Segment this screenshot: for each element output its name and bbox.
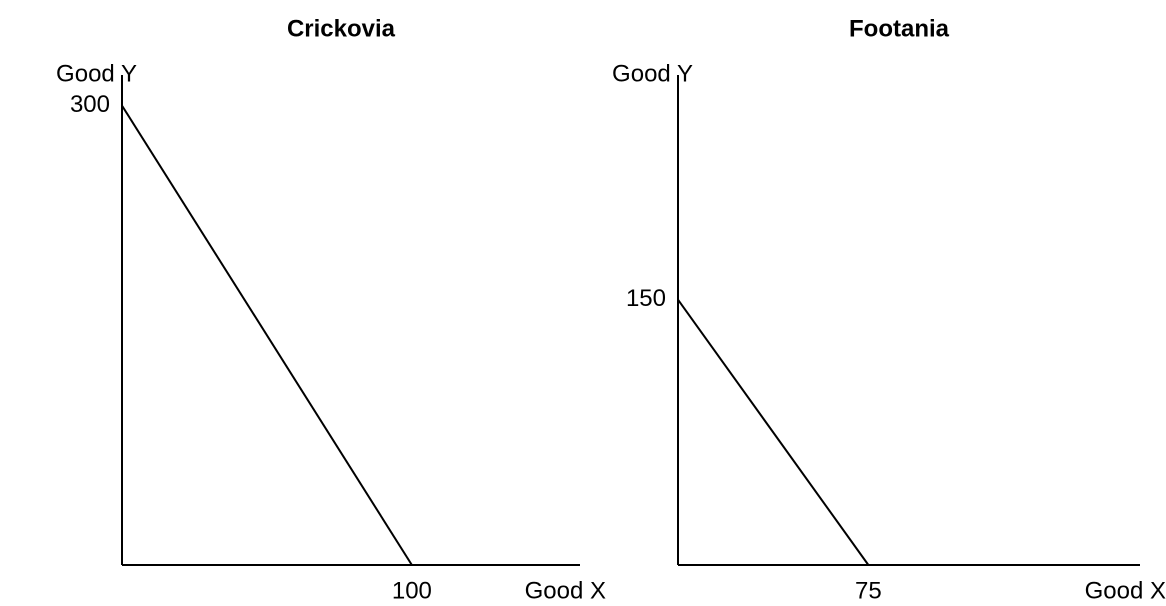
x-axis-label: Good X: [1085, 577, 1166, 604]
y-tick-label: 300: [70, 91, 110, 118]
y-axis-label: Good Y: [612, 60, 693, 87]
x-axis-label: Good X: [525, 577, 606, 604]
chart-title: Footania: [849, 15, 950, 42]
x-tick-label: 75: [855, 577, 882, 604]
y-tick-label: 150: [626, 285, 666, 312]
line: [121, 105, 413, 566]
chart-title: Crickovia: [287, 15, 396, 42]
x-tick-label: 100: [392, 577, 432, 604]
y-axis-label: Good Y: [56, 60, 137, 87]
line: [677, 299, 870, 566]
